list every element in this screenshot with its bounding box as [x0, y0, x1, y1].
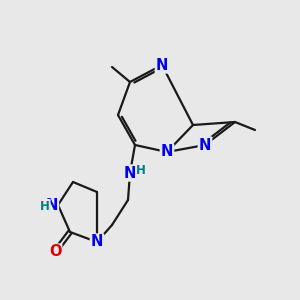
Text: N: N: [91, 235, 103, 250]
Text: N: N: [156, 58, 168, 73]
Text: N: N: [124, 166, 136, 181]
Text: N: N: [46, 197, 58, 212]
Text: N: N: [199, 137, 211, 152]
Text: H: H: [40, 200, 50, 212]
Text: N: N: [161, 145, 173, 160]
Text: H: H: [136, 164, 146, 178]
Text: O: O: [49, 244, 61, 260]
